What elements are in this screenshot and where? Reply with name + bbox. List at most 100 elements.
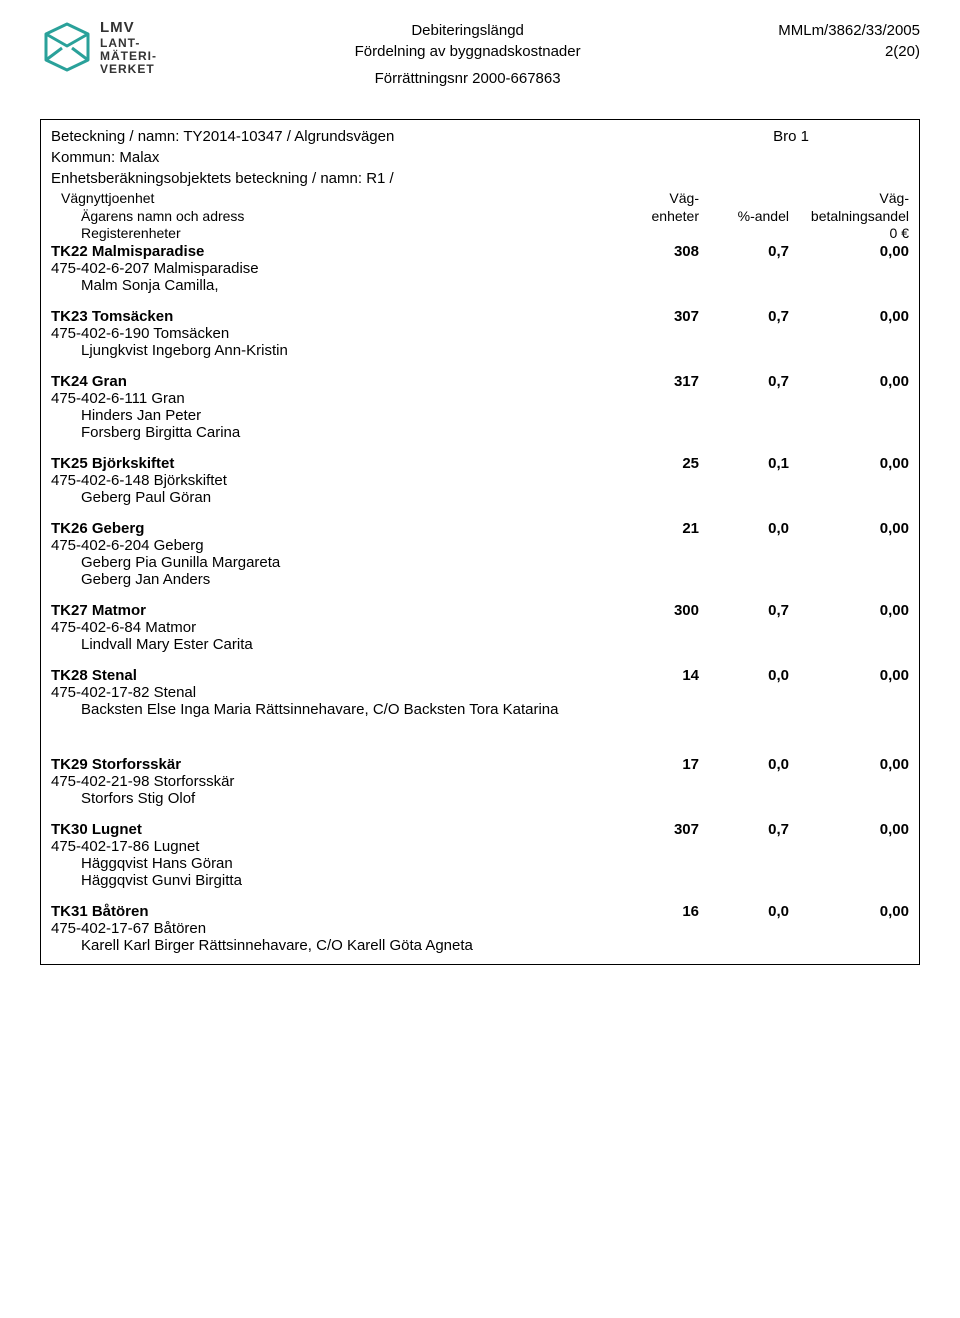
entry-c2: 0,0 [699,520,789,537]
document-page: LMV LANT- MÄTERI- VERKET Debiteringsläng… [0,0,960,1318]
entry-sub: 475-402-6-204 Geberg [51,537,909,554]
entry-head: TK23 Tomsäcken3070,70,00 [51,308,909,325]
entry-head: TK30 Lugnet3070,70,00 [51,821,909,838]
logo-line-1: LMV [100,20,157,37]
entry-owner: Malm Sonja Camilla, [51,277,909,294]
entry: TK29 Storforsskär170,00,00475-402-21-98 … [51,756,909,807]
entry-c2: 0,7 [699,308,789,325]
logo-line-3: MÄTERI- [100,50,157,63]
entry-head: TK26 Geberg210,00,00 [51,520,909,537]
kommun-row: Kommun: Malax [51,147,909,168]
col-c3-a: Väg- [789,189,909,207]
entry-sub: 475-402-21-98 Storforsskär [51,773,909,790]
entry-c2: 0,0 [699,903,789,920]
kommun-value: Malax [119,149,159,166]
col-c1-a: Väg- [609,189,699,207]
entry: TK25 Björkskiftet250,10,00475-402-6-148 … [51,455,909,506]
entry-c1: 307 [609,821,699,838]
entry-c3: 0,00 [789,373,909,390]
register-value: 0 € [789,225,909,241]
entry-head: TK27 Matmor3000,70,00 [51,602,909,619]
envelope-icon [40,20,94,77]
logo-text: LMV LANT- MÄTERI- VERKET [100,20,157,76]
entry-c1: 307 [609,308,699,325]
beteckning-label: Beteckning / namn: [51,128,179,145]
entry-code: TK29 Storforsskär [51,756,609,773]
logo-line-2: LANT- [100,37,157,50]
entry-sub: 475-402-6-148 Björkskiftet [51,472,909,489]
entry-head: TK25 Björkskiftet250,10,00 [51,455,909,472]
entry-sub: 475-402-17-67 Båtören [51,920,909,937]
register-row: Registerenheter 0 € [41,225,919,241]
bro-value: Bro 1 [773,126,909,147]
enhet-value: R1 / [366,170,394,187]
entry: TK31 Båtören160,00,00475-402-17-67 Båtör… [51,903,909,954]
entry-c1: 317 [609,373,699,390]
entry-sub: 475-402-6-190 Tomsäcken [51,325,909,342]
entry-sub: 475-402-17-82 Stenal [51,684,909,701]
entry-code: TK22 Malmisparadise [51,243,609,260]
entry-sub: 475-402-6-207 Malmisparadise [51,260,909,277]
enhet-label: Enhetsberäkningsobjektets beteckning / n… [51,170,362,187]
column-headers-row1: Vägnyttjoenhet Väg- Väg- [41,189,919,207]
entry: TK28 Stenal140,00,00475-402-17-82 Stenal… [51,667,909,718]
col-c3-b: betalningsandel [789,207,909,225]
entry: TK27 Matmor3000,70,00475-402-6-84 Matmor… [51,602,909,653]
entry-owner: Geberg Paul Göran [51,489,909,506]
beteckning-value: TY2014-10347 / Algrundsvägen [183,128,394,145]
entry-owner: Häggqvist Hans Göran [51,855,909,872]
entry-c2: 0,0 [699,667,789,684]
col-c2: %-andel [699,207,789,225]
entry-c2: 0,7 [699,602,789,619]
entry-code: TK28 Stenal [51,667,609,684]
entry: TK24 Gran3170,70,00475-402-6-111 GranHin… [51,373,909,441]
entry-head: TK28 Stenal140,00,00 [51,667,909,684]
col-left-1: Vägnyttjoenhet [51,189,609,207]
entry-c3: 0,00 [789,602,909,619]
entry-c3: 0,00 [789,756,909,773]
entry-code: TK25 Björkskiftet [51,455,609,472]
entry-c1: 16 [609,903,699,920]
entry-code: TK23 Tomsäcken [51,308,609,325]
entry-c2: 0,0 [699,756,789,773]
entry-head: TK31 Båtören160,00,00 [51,903,909,920]
entry-sub: 475-402-17-86 Lugnet [51,838,909,855]
header-center: Debiteringslängd Fördelning av byggnadsk… [167,20,768,89]
page-header: LMV LANT- MÄTERI- VERKET Debiteringsläng… [40,20,920,89]
col-c2-blank [699,189,789,207]
entry-owner: Backsten Else Inga Maria Rättsinnehavare… [51,701,909,718]
entry: TK30 Lugnet3070,70,00475-402-17-86 Lugne… [51,821,909,889]
enhet-row: Enhetsberäkningsobjektets beteckning / n… [51,168,909,189]
entry-owner: Lindvall Mary Ester Carita [51,636,909,653]
forrattningsnr: Förrättningsnr 2000-667863 [167,68,768,89]
logo-line-4: VERKET [100,63,157,76]
col-left-2: Ägarens namn och adress [51,207,609,225]
entry-owner: Häggqvist Gunvi Birgitta [51,872,909,889]
entry-owner: Geberg Jan Anders [51,571,909,588]
entry-c2: 0,1 [699,455,789,472]
entry-c1: 21 [609,520,699,537]
entries-list: TK22 Malmisparadise3080,70,00475-402-6-2… [41,243,919,964]
entry-c3: 0,00 [789,455,909,472]
entry-c2: 0,7 [699,821,789,838]
entry-sub: 475-402-6-84 Matmor [51,619,909,636]
entry-c3: 0,00 [789,667,909,684]
header-right: MMLm/3862/33/2005 2(20) [778,20,920,62]
entry-c3: 0,00 [789,821,909,838]
entry-c1: 17 [609,756,699,773]
logo-block: LMV LANT- MÄTERI- VERKET [40,20,157,77]
entry-code: TK24 Gran [51,373,609,390]
entry-c3: 0,00 [789,308,909,325]
entry-head: TK29 Storforsskär170,00,00 [51,756,909,773]
entry-owner: Forsberg Birgitta Carina [51,424,909,441]
beteckning-text: Beteckning / namn: TY2014-10347 / Algrun… [51,126,394,147]
entry-sub: 475-402-6-111 Gran [51,390,909,407]
entry-c1: 308 [609,243,699,260]
col-c1-b: enheter [609,207,699,225]
entry-owner: Hinders Jan Peter [51,407,909,424]
entry-c3: 0,00 [789,520,909,537]
doc-title-1: Debiteringslängd [167,20,768,41]
register-label: Registerenheter [51,225,789,241]
entry-c1: 14 [609,667,699,684]
page-number: 2(20) [778,41,920,62]
